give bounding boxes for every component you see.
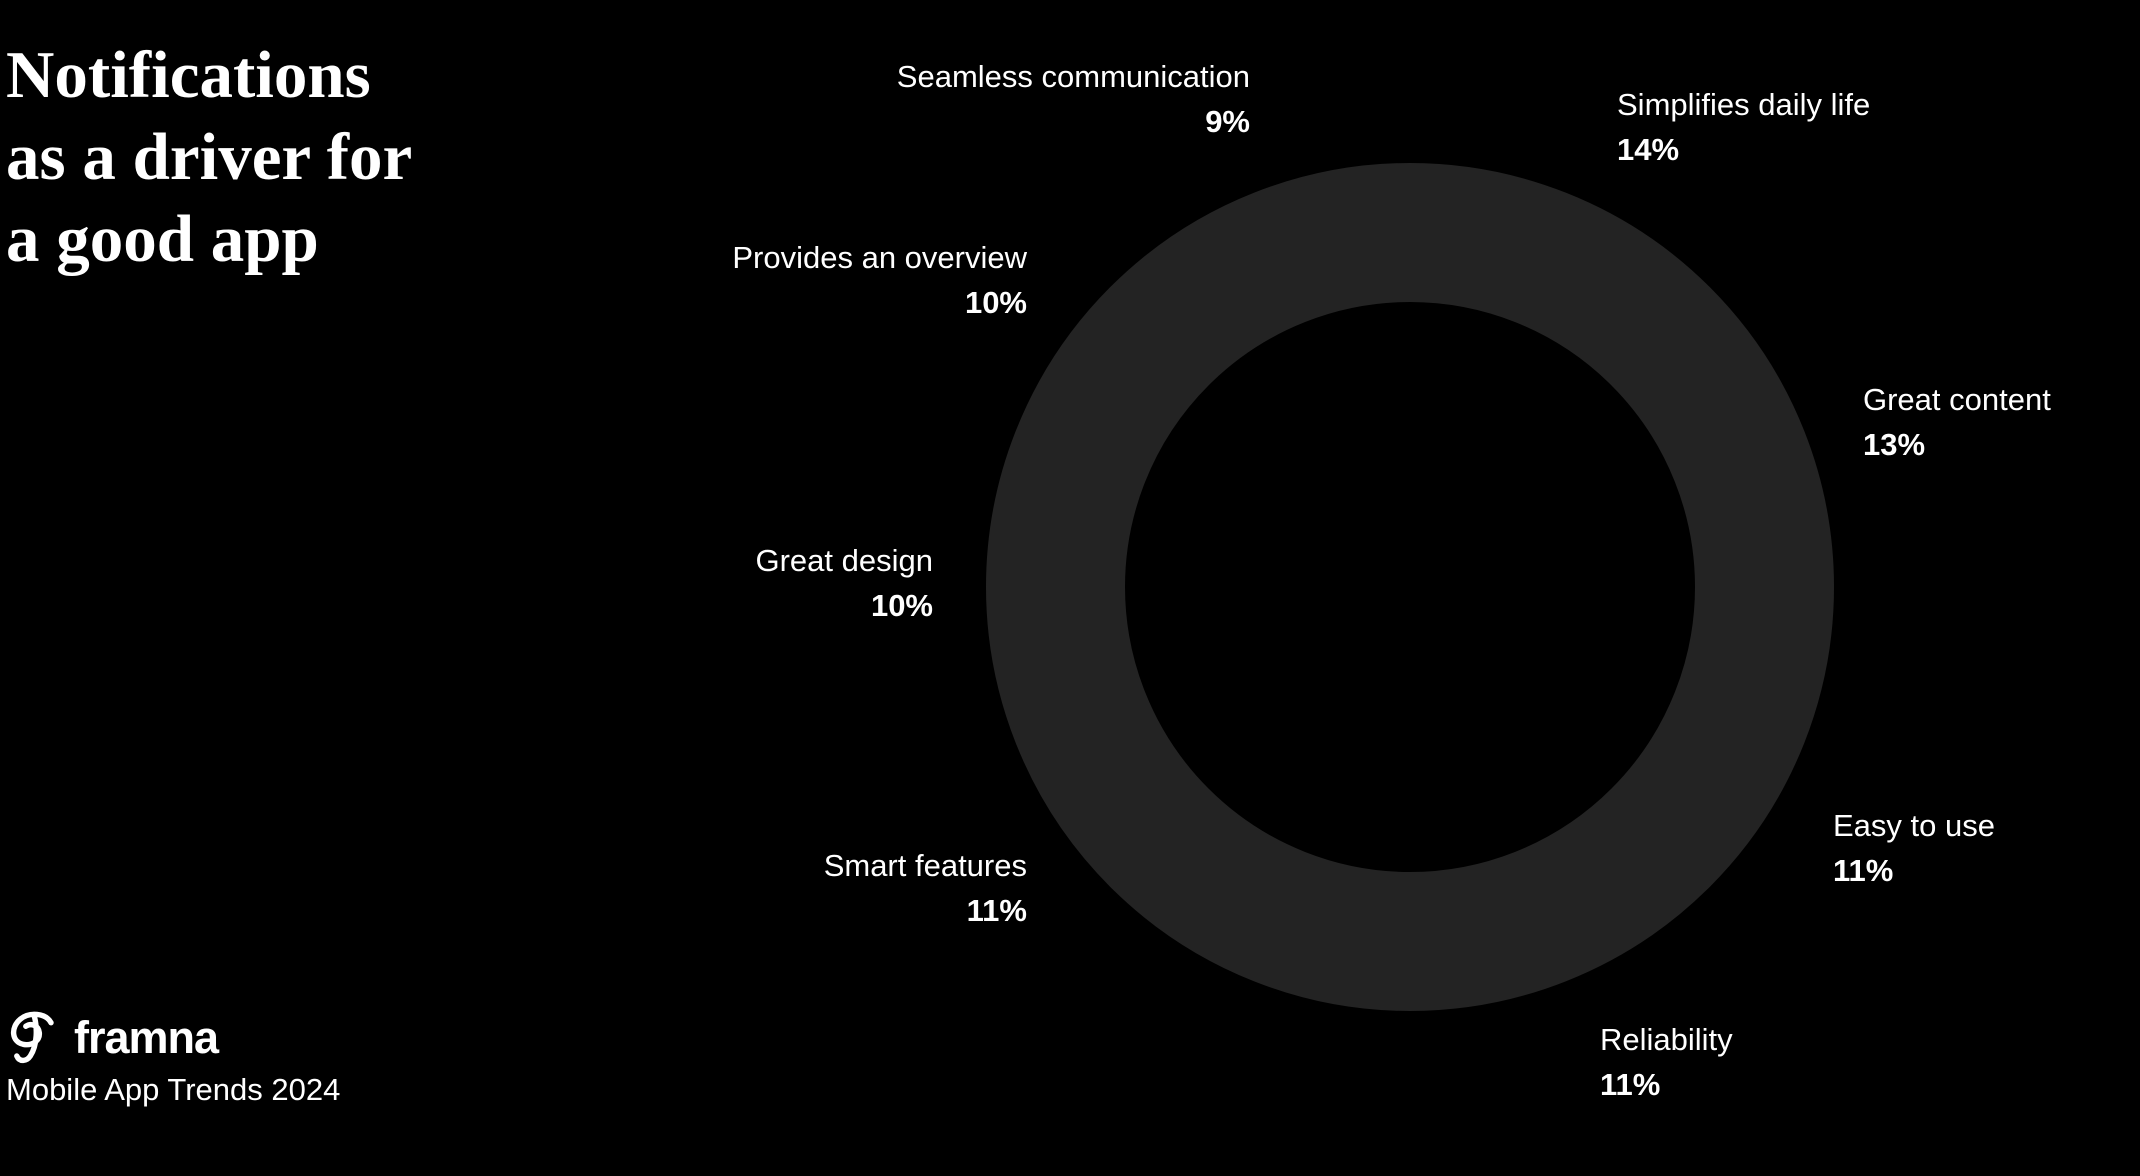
- slice-name: Great design: [755, 543, 934, 578]
- slice-value: 9%: [1205, 104, 1250, 139]
- slice-label-provides-an-overview: Provides an overview 10%: [732, 235, 1027, 325]
- slice-label-reliability: Reliability 11%: [1600, 1017, 1733, 1107]
- slice-value: 10%: [964, 285, 1027, 320]
- slice-name: Reliability: [1600, 1022, 1733, 1057]
- slice-name: Easy to use: [1833, 808, 1995, 843]
- brand-name: framna: [74, 1012, 219, 1063]
- framna-logo-icon: [10, 1011, 54, 1064]
- page-title: Notifications as a driver for a good app: [6, 34, 412, 280]
- brand-row: framna: [6, 1008, 219, 1068]
- page-title-line-3: a good app: [6, 202, 319, 276]
- slice-name: Seamless communication: [896, 59, 1250, 94]
- slice-name: Great content: [1863, 382, 2051, 417]
- page-title-line-2: as a driver for: [6, 120, 413, 194]
- slice-label-easy-to-use: Easy to use 11%: [1833, 803, 1995, 893]
- slice-name: Smart features: [823, 848, 1027, 883]
- donut-ring: [986, 163, 1834, 1011]
- slice-value: 11%: [966, 893, 1027, 928]
- slice-label-great-content: Great content 13%: [1863, 377, 2051, 467]
- slice-label-smart-features: Smart features 11%: [824, 843, 1027, 933]
- slice-value: 10%: [870, 588, 933, 623]
- slice-label-great-design: Great design 10%: [756, 538, 934, 628]
- slice-value: 11%: [1600, 1067, 1661, 1102]
- footer-subtitle: Mobile App Trends 2024: [6, 1072, 341, 1107]
- slice-label-seamless-communication: Seamless communication 9%: [897, 54, 1250, 144]
- slice-name: Simplifies daily life: [1617, 87, 1871, 122]
- slice-value: 13%: [1863, 427, 1926, 462]
- page-title-line-1: Notifications: [6, 38, 371, 112]
- slice-value: 11%: [1833, 853, 1894, 888]
- slice-value: 14%: [1617, 132, 1680, 167]
- slice-label-simplifies-daily-life: Simplifies daily life 14%: [1617, 82, 1870, 172]
- slice-name: Provides an overview: [732, 240, 1027, 275]
